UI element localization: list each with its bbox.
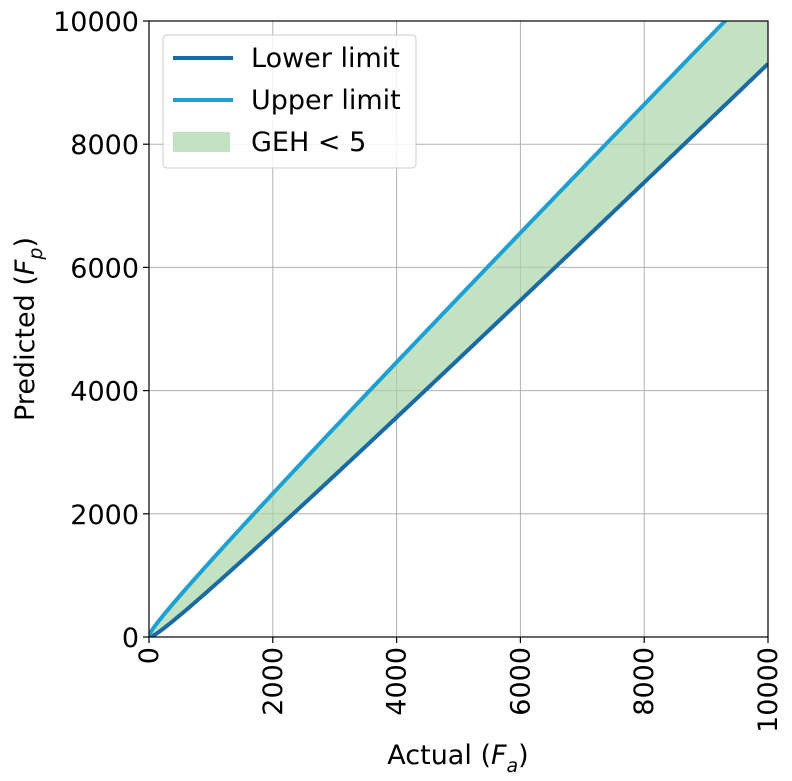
x-tick-label: 10000 xyxy=(753,647,784,733)
x-tick-label: 4000 xyxy=(382,647,413,716)
y-tick-label: 2000 xyxy=(70,500,139,531)
y-tick-label: 4000 xyxy=(70,377,139,408)
y-tick-label: 8000 xyxy=(70,130,139,161)
x-axis-label: Actual (Fa) xyxy=(387,740,528,777)
legend-geh-band-swatch xyxy=(173,132,230,152)
upper-limit-line xyxy=(149,21,728,637)
plot-frame xyxy=(148,20,769,638)
x-tick-label: 0 xyxy=(134,647,165,664)
lower-limit-line xyxy=(149,62,768,637)
x-tick-label: 2000 xyxy=(258,647,289,716)
x-tick-label: 6000 xyxy=(505,647,536,716)
legend-upper-limit-label: Upper limit xyxy=(251,85,401,116)
legend-geh-band-label: GEH < 5 xyxy=(251,127,366,158)
y-tick-label: 6000 xyxy=(70,253,139,284)
geh-band xyxy=(149,21,768,637)
y-axis-label: Predicted (Fp) xyxy=(10,237,47,421)
y-tick-label: 0 xyxy=(122,623,139,654)
x-tick-label: 8000 xyxy=(629,647,660,716)
axis-ticks: 0 2000 4000 6000 8000 10000 0 2000 4000 6000 8000 1… xyxy=(53,7,784,733)
legend: Lower limit Upper limit GEH < 5 xyxy=(162,34,417,169)
y-tick-label: 10000 xyxy=(53,7,139,38)
legend-lower-limit-label: Lower limit xyxy=(251,43,400,74)
